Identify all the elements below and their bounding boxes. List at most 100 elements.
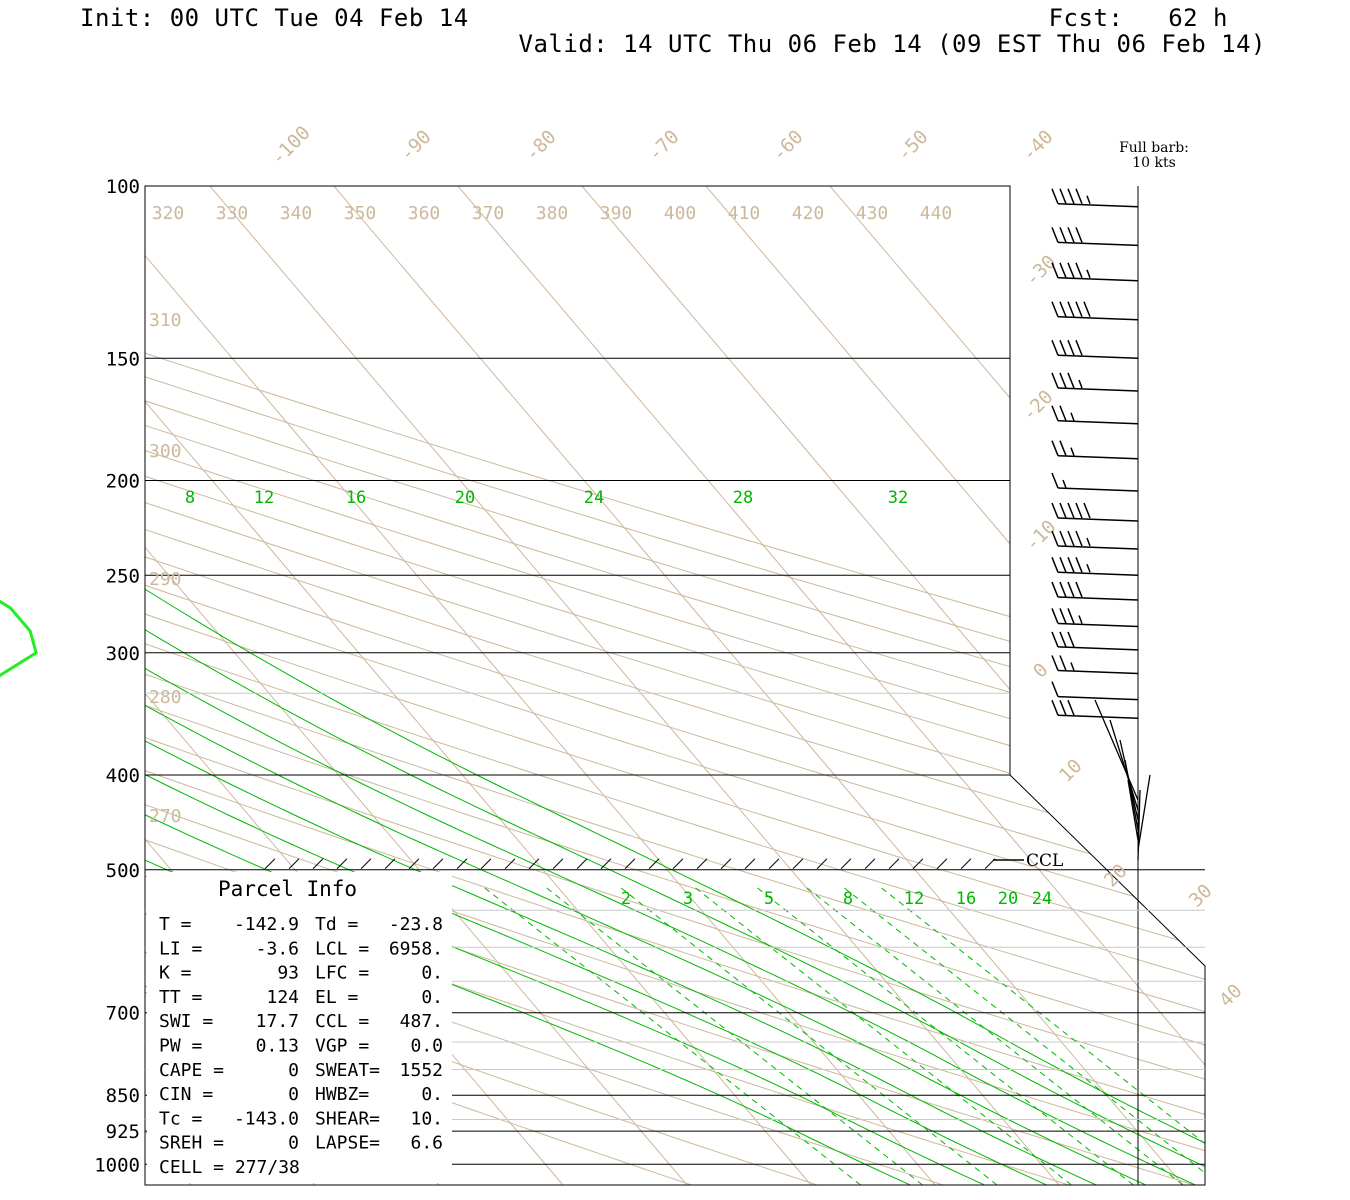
parcel-value: 0 — [288, 1133, 299, 1154]
isotherm-label: 20 — [1100, 860, 1132, 892]
barb-legend-title: Full barb: — [1119, 140, 1189, 156]
wind-barb — [1051, 301, 1139, 321]
wind-barb-low — [1137, 789, 1141, 861]
parcel-label: K = — [159, 963, 192, 984]
hatch-mark — [456, 858, 468, 870]
hatch-mark — [576, 858, 588, 870]
moist-adiabat — [145, 480, 1097, 1185]
mixing-ratio-label: 3 — [683, 889, 693, 909]
theta-label: 350 — [344, 203, 377, 224]
wind-barb-low — [1127, 779, 1139, 841]
pressure-label: 1000 — [94, 1154, 140, 1176]
parcel-label: CIN = — [159, 1084, 213, 1105]
mixing-ratio-label: 12 — [904, 889, 924, 909]
hatch-mark — [840, 858, 852, 870]
isotherm-label: -40 — [1018, 126, 1058, 166]
wind-barb — [1051, 581, 1139, 601]
wind-barb — [1051, 227, 1139, 247]
parcel-title: Parcel Info — [218, 877, 357, 901]
isotherm-label: 30 — [1185, 880, 1217, 912]
temperature-profile — [0, 599, 38, 678]
parcel-value: -143.0 — [234, 1108, 299, 1129]
wind-barb-low — [1109, 719, 1139, 811]
isotherm-line — [145, 186, 688, 1185]
wind-barb — [1051, 472, 1139, 492]
theta-label: 330 — [216, 203, 249, 224]
moist-adiabat-label: 32 — [888, 488, 908, 508]
hatch-marks — [264, 858, 996, 870]
parcel-label: CCL = — [315, 1011, 369, 1032]
parcel-label: SWI = — [159, 1011, 213, 1032]
dry-adiabat — [145, 186, 1205, 1185]
parcel-value: 124 — [266, 987, 299, 1008]
parcel-value: 0. — [421, 1084, 443, 1105]
hatch-mark — [432, 858, 444, 870]
theta-label-side: 270 — [149, 806, 182, 827]
wind-barb — [1051, 502, 1139, 522]
theta-label: 340 — [280, 203, 313, 224]
parcel-value: 0 — [288, 1084, 299, 1105]
parcel-label: LFC = — [315, 963, 369, 984]
wind-barb — [1051, 405, 1139, 425]
theta-label: 410 — [728, 203, 761, 224]
isotherm-label: 40 — [1215, 980, 1247, 1012]
wind-barb-low — [1124, 759, 1139, 831]
wind-barb — [1051, 372, 1139, 392]
parcel-label: Td = — [315, 914, 359, 935]
moist-adiabat — [145, 480, 1196, 1185]
parcel-value: 0. — [421, 987, 443, 1008]
parcel-panel-bg — [147, 872, 452, 1183]
isotherm-label: 10 — [1055, 755, 1087, 787]
wind-barb-low — [1137, 774, 1151, 851]
parcel-value: 0.0 — [410, 1036, 443, 1057]
mixing-ratio-line — [755, 886, 1134, 1185]
isotherm-label: -100 — [267, 122, 315, 170]
hatch-mark — [648, 858, 660, 870]
parcel-label: LCL = — [315, 938, 369, 959]
hatch-mark — [696, 858, 708, 870]
isotherm-label: -20 — [1018, 386, 1058, 426]
pressure-label: 100 — [106, 176, 140, 198]
mixing-ratio-lines — [482, 886, 1205, 1185]
dry-adiabat — [145, 186, 1205, 1185]
mixing-ratio-label: 20 — [998, 889, 1018, 909]
parcel-info-panel: Parcel Info T = -142.9 Td = -23.8 LI = -3.6 LCL… — [147, 872, 452, 1183]
parcel-value: 487. — [400, 1011, 443, 1032]
sounding-profile — [0, 599, 38, 678]
theta-label-side: 290 — [149, 569, 182, 590]
wind-barb — [1051, 440, 1139, 460]
parcel-value: -23.8 — [389, 914, 443, 935]
hatch-mark — [264, 858, 276, 870]
parcel-label: CAPE = — [159, 1060, 224, 1081]
theta-label-side: 310 — [149, 310, 182, 331]
hatch-mark — [360, 858, 372, 870]
hatch-mark — [528, 858, 540, 870]
theta-label-side: 300 — [149, 441, 182, 462]
mixing-ratio-line — [482, 886, 861, 1185]
dry-adiabat — [145, 186, 1205, 1185]
dry-adiabat — [145, 186, 1205, 1185]
theta-label-side: 280 — [149, 687, 182, 708]
moist-adiabat — [145, 480, 1205, 1185]
hatch-mark — [792, 858, 804, 870]
hatch-mark — [936, 858, 948, 870]
moist-adiabat-label: 28 — [733, 488, 753, 508]
mixing-ratio-line — [618, 886, 998, 1185]
moist-adiabat-label: 24 — [584, 488, 604, 508]
pressure-label: 200 — [106, 470, 140, 492]
parcel-label: VGP = — [315, 1036, 369, 1057]
wind-barb — [1051, 681, 1139, 701]
pressure-label: 250 — [106, 565, 140, 587]
theta-label: 390 — [600, 203, 633, 224]
dry-adiabat — [145, 186, 1205, 1185]
mixing-ratio-line — [544, 886, 923, 1185]
dry-adiabat — [145, 186, 1205, 1185]
mixing-ratio-label: 24 — [1032, 889, 1052, 909]
hatch-mark — [480, 858, 492, 870]
isotherm-line — [455, 186, 1205, 1185]
wind-barb — [1051, 608, 1139, 628]
wind-barb — [1051, 188, 1139, 208]
barb-legend-units: 10 kts — [1132, 155, 1176, 171]
hatch-mark — [744, 858, 756, 870]
